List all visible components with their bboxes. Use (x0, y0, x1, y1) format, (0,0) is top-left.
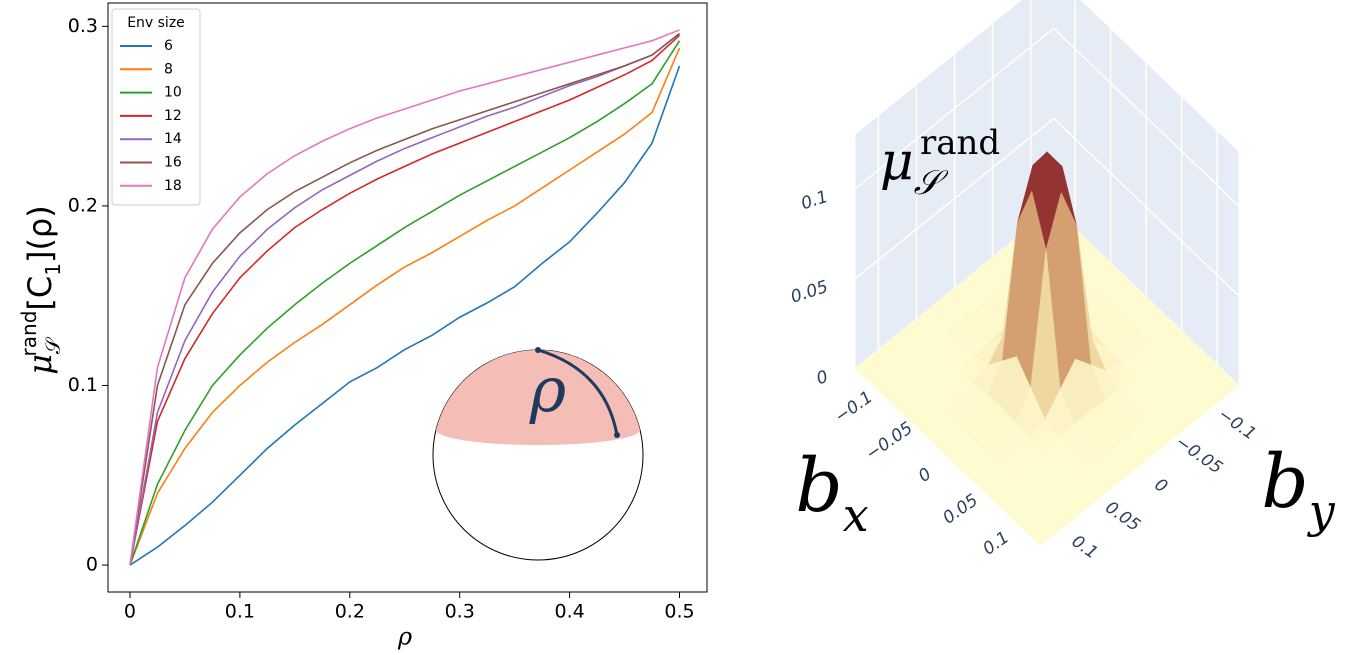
annotation: ρ (529, 353, 566, 426)
surface-plot: 00.050.1−0.1−0.0500.050.1−0.1−0.0500.050… (788, 0, 1336, 563)
y-label-base: μ (21, 354, 59, 375)
x-tick-label: 0.5 (664, 601, 694, 623)
y-tick-label: 0.3 (68, 15, 98, 37)
arc-point (535, 347, 541, 353)
x-tick-label: 0 (124, 601, 136, 623)
legend-label: 16 (164, 155, 182, 171)
legend-label: 6 (164, 38, 173, 54)
legend-label: 14 (164, 131, 182, 147)
legend-box (111, 8, 201, 206)
y-axis-label: by (1261, 439, 1335, 538)
x-tick-label: 0.3 (445, 601, 475, 623)
inset-diagram: ρ (432, 347, 644, 561)
y-tick-label: 0 (86, 554, 98, 576)
x-axis-label: bx (795, 443, 868, 542)
series-line (129, 32, 681, 566)
y-label-tail-sub: 1 (41, 263, 65, 276)
legend-label: 8 (164, 61, 173, 77)
legend-label: 18 (164, 178, 182, 194)
z-label-base: μ (880, 132, 914, 192)
y-label-sub: y (1307, 484, 1336, 538)
y-label-base: b (1261, 439, 1308, 525)
series-line (129, 32, 681, 566)
plot-frame (107, 2, 708, 593)
series-line (129, 47, 681, 566)
arc (537, 348, 619, 436)
legend-title: Env size (127, 15, 185, 31)
series-line (129, 40, 681, 566)
legend-label: 10 (164, 85, 182, 101)
legend-label: 12 (164, 108, 182, 124)
y-label-tail: [C (21, 276, 59, 311)
y-label-sup: rand (17, 311, 41, 357)
x-label-sub: x (843, 488, 869, 542)
series-line (129, 34, 681, 566)
y-label-sub: 𝒮 (41, 336, 65, 354)
z-label-sup: rand (920, 123, 1000, 163)
series-line (129, 29, 680, 566)
cap (436, 349, 640, 445)
x-tick-label: 0.2 (335, 601, 365, 623)
x-axis-label: ρ (397, 623, 412, 651)
y-tick-label: 0.1 (68, 374, 98, 396)
x-tick-label: 0.4 (555, 601, 585, 623)
x-label-base: b (795, 443, 842, 529)
surface-cell (1018, 506, 1064, 546)
line-plot: 0 0.1 0.2 0.3 0.4 0.5 0 0.1 0.2 0.3 Env size 6 8 10 12… (68, 2, 708, 623)
y-axis-label: μ𝒮rand[C1](ρ) (17, 205, 65, 374)
arc-point (614, 432, 620, 438)
x-tick-label: 0.1 (225, 601, 255, 623)
y-label-end: ](ρ) (21, 205, 59, 263)
y-tick-label: 0.2 (68, 194, 98, 216)
series-line (129, 65, 681, 566)
